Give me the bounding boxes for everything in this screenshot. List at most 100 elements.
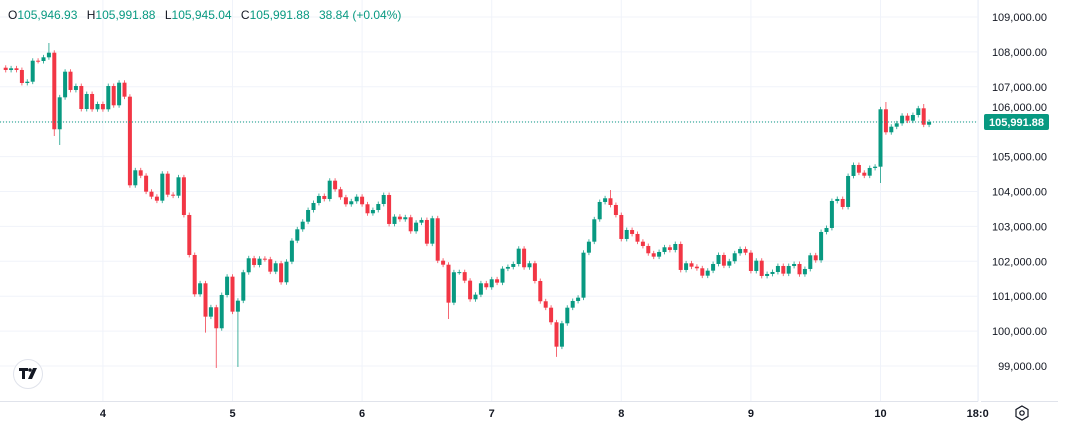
candle-up xyxy=(878,106,883,183)
high-value: 105,991.88 xyxy=(95,8,156,22)
candle-down xyxy=(694,264,699,271)
candle-body xyxy=(597,201,602,220)
candle-body xyxy=(489,279,494,288)
candle-body xyxy=(484,283,489,288)
candle-down xyxy=(397,214,402,222)
candle-down xyxy=(608,189,613,208)
candle-body xyxy=(360,196,365,205)
candle-body xyxy=(408,217,413,232)
candle-up xyxy=(570,298,575,311)
candle-down xyxy=(127,94,132,188)
candle-body xyxy=(786,265,791,274)
candle-body xyxy=(921,108,926,125)
candle-down xyxy=(646,243,651,256)
candle-body xyxy=(824,227,829,232)
candle-up xyxy=(306,207,311,225)
y-tick-label: 100,000.00 xyxy=(992,326,1047,338)
candle-down xyxy=(759,258,764,279)
candle-up xyxy=(846,173,851,210)
candle-body xyxy=(603,198,608,202)
candle-up xyxy=(381,192,386,207)
candle-body xyxy=(19,69,24,83)
candle-body xyxy=(462,272,467,281)
x-tick-label: 9 xyxy=(748,408,754,420)
candle-down xyxy=(549,305,554,325)
candle-up xyxy=(106,83,111,112)
candle-down xyxy=(543,298,548,311)
candle-body xyxy=(732,253,737,262)
candle-body xyxy=(775,265,780,272)
candle-body xyxy=(230,276,235,312)
candle-body xyxy=(252,258,257,265)
candle-up xyxy=(873,164,878,171)
candle-up xyxy=(786,263,791,277)
candle-body xyxy=(289,240,294,262)
candle-body xyxy=(268,259,273,272)
time-axis[interactable]: 4 5 6 7 8 9 10 18:0 xyxy=(0,401,1058,421)
candle-down xyxy=(268,256,273,275)
high-label: H xyxy=(86,8,96,22)
candle-body xyxy=(905,115,910,121)
candle-up xyxy=(451,269,456,306)
candle-body xyxy=(576,297,581,301)
candle-up xyxy=(527,260,532,270)
candle-up xyxy=(754,258,759,274)
candle-down xyxy=(651,250,656,260)
candle-body xyxy=(106,85,111,110)
candle-body xyxy=(100,104,105,110)
candle-body xyxy=(68,71,73,90)
candle-down xyxy=(921,104,926,128)
candle-down xyxy=(111,83,116,108)
candle-down xyxy=(619,212,624,242)
candle-up xyxy=(910,112,915,124)
candle-up xyxy=(597,199,602,222)
candle-body xyxy=(608,198,613,205)
current-price-badge xyxy=(984,113,1049,130)
candle-up xyxy=(176,174,181,199)
candle-down xyxy=(748,250,753,274)
candle-body xyxy=(219,294,224,329)
candle-down xyxy=(862,170,867,179)
candle-down xyxy=(52,50,57,137)
candle-down xyxy=(144,173,149,195)
open-label: O xyxy=(8,8,18,22)
candle-body xyxy=(538,280,543,302)
candle-down xyxy=(441,258,446,268)
candle-body xyxy=(651,253,656,257)
candle-up xyxy=(624,227,629,242)
candle-body xyxy=(478,283,483,295)
y-tick-label: 106,000.00 xyxy=(992,102,1047,114)
candle-body xyxy=(543,301,548,308)
candle-body xyxy=(867,167,872,176)
candle-down xyxy=(797,261,802,277)
candle-body xyxy=(835,198,840,201)
candle-up xyxy=(889,124,894,135)
candle-down xyxy=(495,276,500,286)
candle-body xyxy=(273,263,278,272)
candle-up xyxy=(738,246,743,256)
candle-up xyxy=(289,238,294,265)
candle-down xyxy=(468,278,473,302)
candle-up xyxy=(775,263,780,275)
candle-body xyxy=(727,261,732,266)
candle-body xyxy=(214,307,219,329)
settings-gear-icon[interactable] xyxy=(1015,405,1029,421)
candle-body xyxy=(257,258,262,265)
candle-down xyxy=(689,260,694,270)
close-value: 105,991.88 xyxy=(249,8,310,22)
candle-down xyxy=(90,91,95,112)
candle-body xyxy=(689,263,694,267)
candle-body xyxy=(322,195,327,199)
candle-up xyxy=(505,264,510,272)
tradingview-logo-icon[interactable] xyxy=(13,359,43,389)
change-value: 38.84 (+0.04%) xyxy=(319,8,402,22)
candle-up xyxy=(770,269,775,277)
candle-up xyxy=(84,91,89,112)
price-axis[interactable]: 109,000.00 108,000.00 107,000.00 106,000.00… xyxy=(978,0,1050,402)
candle-body xyxy=(754,260,759,271)
candle-down xyxy=(840,196,845,210)
candle-up xyxy=(354,194,359,204)
candle-body xyxy=(160,173,165,201)
candle-down xyxy=(68,69,73,93)
